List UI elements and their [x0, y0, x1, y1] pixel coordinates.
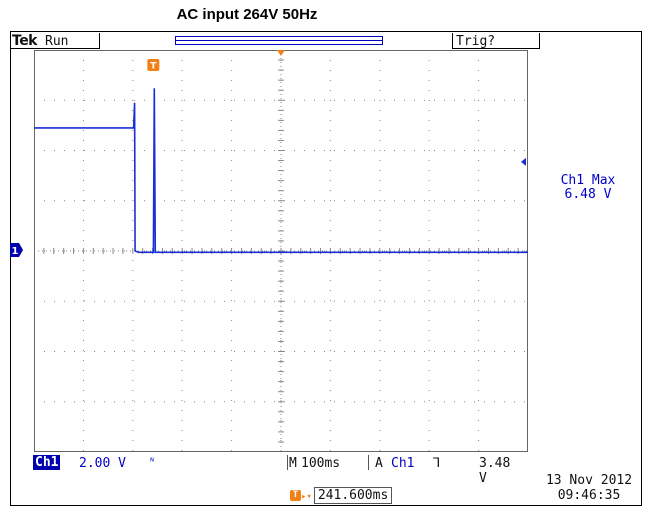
status-box-right: [452, 33, 540, 49]
timebase-box: [287, 455, 369, 470]
trigger-marker-icon: T: [147, 59, 160, 72]
time-per-div: 100ms: [301, 456, 341, 471]
measurement-value: 6.48 V: [564, 187, 612, 202]
bw-limit-icon: ᴺ: [149, 457, 156, 468]
oscilloscope-screen: [10, 31, 642, 506]
figure-caption: AC input 264V 50Hz: [176, 6, 318, 23]
channel-marker-label: 1: [12, 246, 19, 257]
trigger-prefix: A: [375, 456, 383, 471]
record-view-bar: [175, 36, 383, 45]
ch1-max-measurement: Ch1 Max 6.48 V: [536, 174, 640, 202]
waveform-graticule: T: [34, 50, 528, 452]
trigger-level: 3.48 V: [479, 456, 511, 486]
measurement-label: Ch1 Max: [560, 173, 616, 188]
volts-per-div: 2.00 V: [79, 456, 126, 471]
grid-lines: [34, 50, 528, 452]
tektronix-logo: Tek: [12, 33, 38, 49]
timebase-prefix: M: [289, 456, 297, 471]
status-bar: Ch1 2.00 V ᴺ M 100ms A Ch1 ⅂ 3.48 V: [33, 455, 524, 486]
trigger-position-value: 241.600ms: [313, 487, 393, 504]
trigger-position-readout: T ▸▾ 241.600ms: [290, 487, 393, 504]
trigger-level-arrow-icon: [521, 157, 526, 166]
channel-1-marker-icon: 1: [10, 243, 23, 257]
timestamp: 13 Nov 2012 09:46:35: [537, 473, 641, 503]
horizontal-position-marker: [277, 50, 285, 56]
date: 13 Nov 2012: [545, 473, 633, 488]
channel-badge[interactable]: Ch1: [33, 455, 61, 470]
trigger-position-icon: T: [290, 490, 301, 501]
time: 09:46:35: [557, 488, 621, 503]
falling-edge-icon: ⅂: [433, 456, 441, 471]
ch1-trace: [34, 88, 528, 254]
trigger-status: Trig?: [456, 34, 496, 49]
svg-text:T: T: [150, 62, 157, 72]
status-box-left: [10, 33, 100, 49]
trigger-source: Ch1: [391, 456, 415, 471]
trigger-position-arrows: ▸▾: [301, 492, 312, 502]
acquisition-status: Run: [45, 34, 69, 49]
